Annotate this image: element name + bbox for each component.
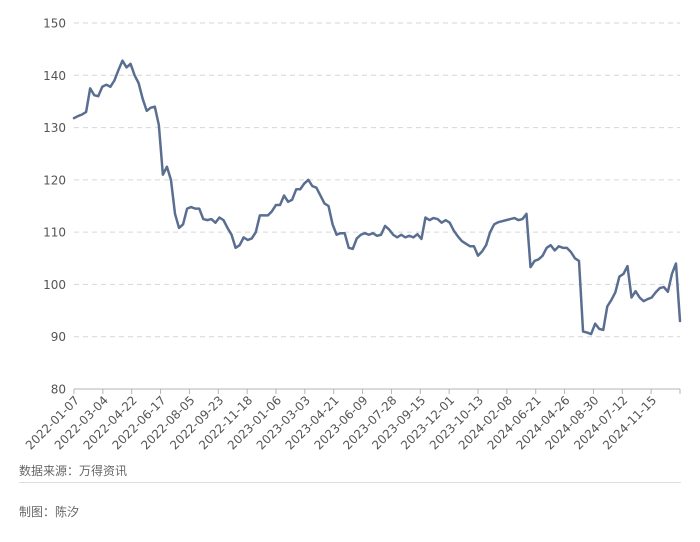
y-tick-label: 120 bbox=[43, 173, 66, 187]
chart-author-note: 制图：陈汐 bbox=[19, 505, 80, 519]
series-line bbox=[72, 59, 682, 336]
y-tick-label: 90 bbox=[51, 330, 66, 344]
data-source-note: 数据来源：万得资讯 bbox=[19, 464, 128, 478]
y-tick-label: 80 bbox=[51, 383, 66, 397]
footer-divider bbox=[19, 482, 681, 483]
y-tick-label: 110 bbox=[43, 226, 66, 240]
y-tick-label: 100 bbox=[43, 278, 66, 292]
y-tick-label: 130 bbox=[43, 121, 66, 135]
y-tick-label: 140 bbox=[43, 69, 66, 83]
chart-container: 80 90 100 110 120 130 140 150 2022-01-07 2022-03-… bbox=[23, 17, 682, 450]
y-tick-label: 150 bbox=[43, 17, 66, 31]
line-chart: 80901001101201301401502022-01-072022-03-… bbox=[23, 17, 682, 450]
